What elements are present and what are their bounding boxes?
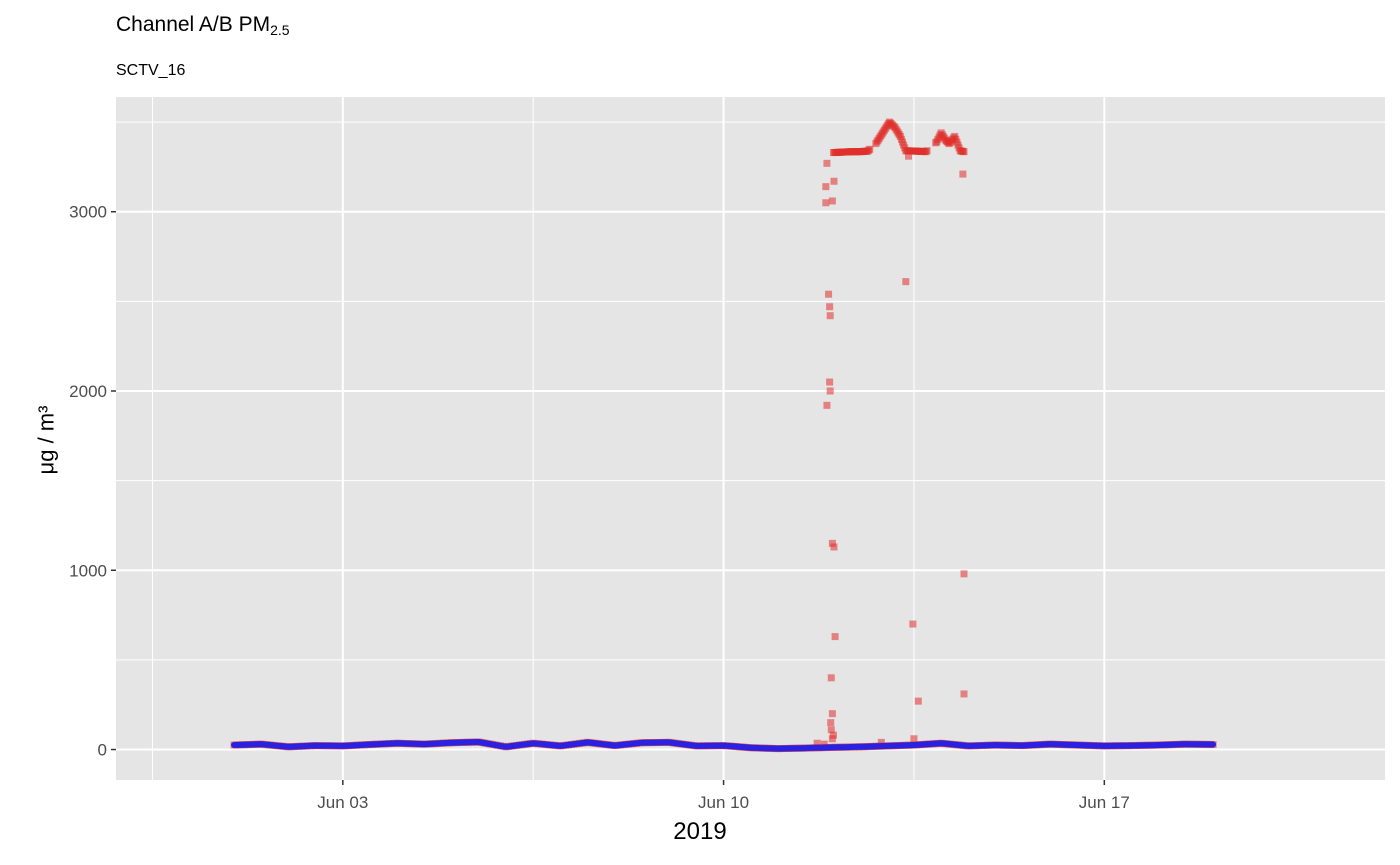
channel-a-outlier-point (905, 152, 913, 160)
channel-b-series-line (231, 739, 1217, 752)
channel-a-outlier-point (960, 690, 968, 698)
channel-a-outlier-point (826, 387, 834, 395)
channel-b-line (231, 739, 1217, 752)
channel-a-outlier-point (910, 735, 918, 743)
channel-a-outlier-point (914, 697, 922, 705)
channel-a-outlier-point (826, 303, 834, 311)
y-tick-label: 3000 (69, 203, 107, 222)
y-axis: 0 1000 2000 3000 (69, 203, 116, 760)
channel-a-outlier-point (828, 197, 836, 205)
x-tick-label: Jun 10 (698, 793, 749, 812)
channel-a-outlier-point (828, 539, 836, 547)
channel-a-outlier-point (823, 401, 831, 409)
channel-a-outlier-point (826, 378, 834, 386)
channel-a-outlier-point (813, 739, 821, 747)
y-tick-label: 2000 (69, 382, 107, 401)
channel-a-point (866, 145, 874, 153)
chart-title: Channel A/B PM2.5 (116, 12, 290, 38)
channel-a-outlier-point (902, 278, 910, 286)
channel-a-point (923, 147, 931, 155)
channel-a-outlier-point (825, 290, 833, 298)
y-tick-label: 0 (98, 741, 107, 760)
channel-a-outlier-point (959, 170, 967, 178)
channel-a-outlier-point (822, 183, 830, 191)
channel-a-outlier-point (831, 633, 839, 641)
channel-a-outlier-point (828, 735, 836, 743)
channel-a-outlier-point (827, 674, 835, 682)
x-tick-label: Jun 03 (317, 793, 368, 812)
channel-a-outlier-point (827, 726, 835, 734)
channel-a-outlier-point (830, 543, 838, 551)
channel-a-outlier-point (830, 177, 838, 185)
x-tick-label: Jun 17 (1079, 793, 1130, 812)
major-gridlines (116, 97, 1385, 780)
plot-panel (116, 97, 1385, 780)
channel-a-outlier-point (827, 719, 835, 727)
channel-a-outlier-point (828, 710, 836, 718)
channel-a-outlier-point (909, 620, 917, 628)
channel-a-outlier-point (820, 740, 828, 748)
channel-a-point (960, 148, 968, 156)
channel-a-outlier-point (822, 199, 830, 207)
y-tick-label: 1000 (69, 561, 107, 580)
chart-title-subscript: 2.5 (270, 22, 290, 38)
x-axis-title: 2019 (673, 818, 727, 845)
chart-title-main: Channel A/B PM (116, 13, 271, 36)
channel-a-outlier-point (960, 570, 968, 578)
channel-a-outlier-point (826, 312, 834, 320)
chart-subtitle: SCTV_16 (116, 62, 186, 79)
channel-a-outlier-point (823, 159, 831, 167)
channel-a-outlier-point (829, 731, 837, 739)
x-axis: Jun 03 Jun 10 Jun 17 (317, 780, 1130, 812)
channel-a-outlier-point (877, 738, 885, 746)
y-axis-title: μg / m³ (33, 405, 59, 475)
